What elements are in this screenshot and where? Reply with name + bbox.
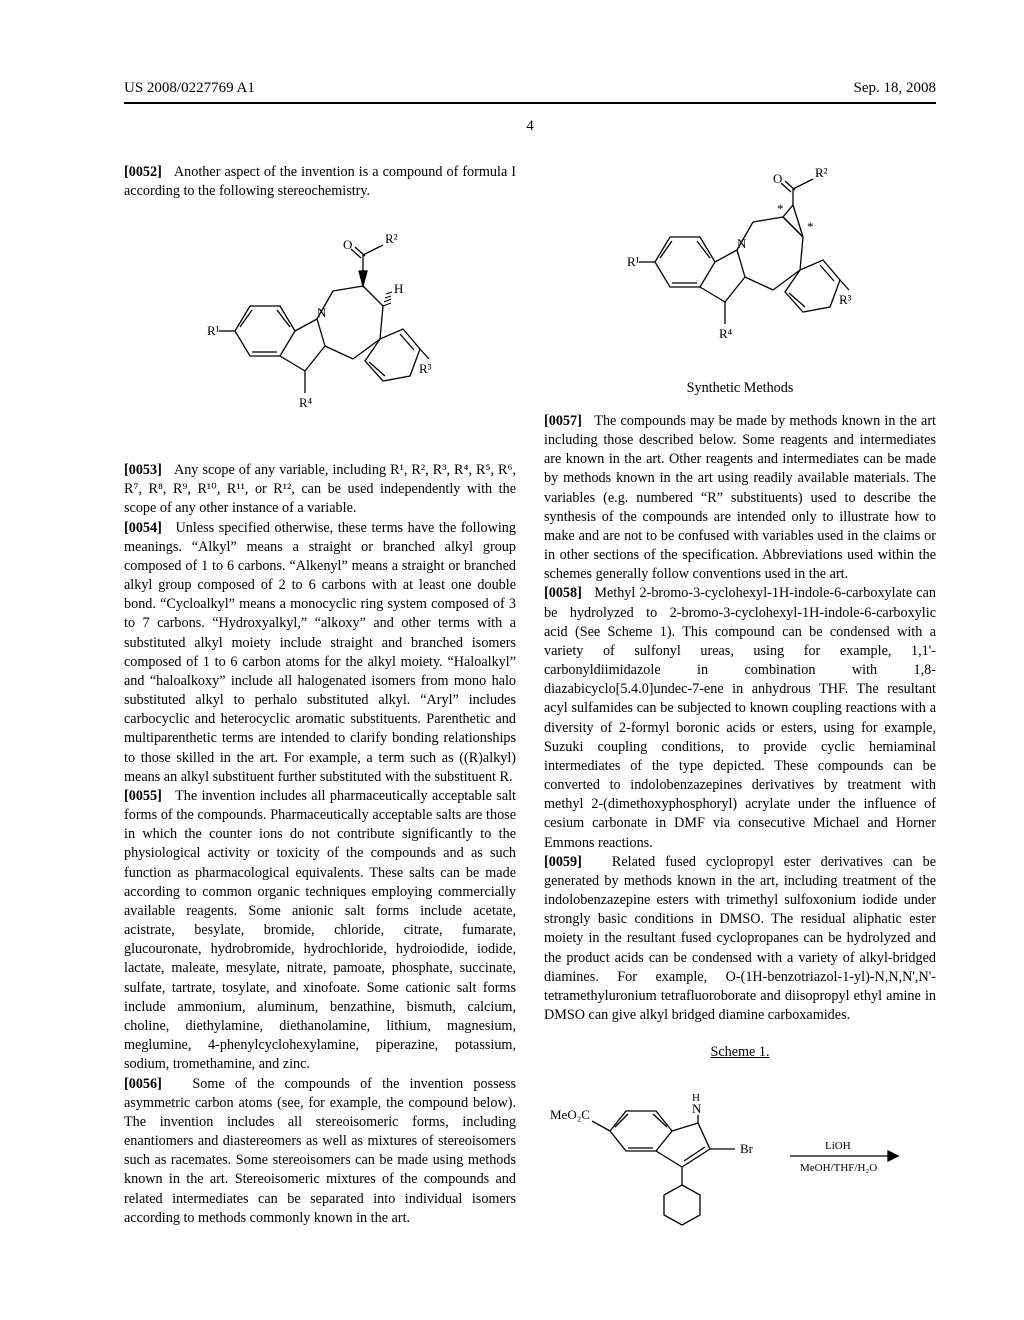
scheme-1-structure: MeO₂C N H Br LiOH MeOH/THF/H₂O: [550, 1071, 930, 1241]
para-0057: [0057] The compounds may be made by meth…: [544, 412, 936, 585]
label-R3: R³: [839, 292, 852, 307]
label-solvent: MeOH/THF/H₂O: [800, 1162, 877, 1174]
label-O: O: [343, 237, 352, 252]
structure-figure-2: R¹ R² R³ R⁴ O N * *: [544, 167, 936, 353]
chem-structure-2: R¹ R² R³ R⁴ O N * *: [625, 167, 855, 347]
para-0058: [0058] Methyl 2-bromo-3-cyclohexyl-1H-in…: [544, 584, 936, 852]
para-num: [0055]: [124, 788, 162, 804]
para-text: Another aspect of the invention is a com…: [124, 164, 516, 199]
label-R1: R¹: [627, 254, 640, 269]
para-text: Any scope of any variable, including R¹,…: [124, 462, 516, 516]
synthetic-methods-heading: Synthetic Methods: [544, 379, 936, 398]
publication-date: Sep. 18, 2008: [854, 78, 937, 98]
structure-figure-1: R¹ R² R³ R⁴ O N H: [124, 231, 516, 427]
para-text: The compounds may be made by methods kno…: [544, 413, 936, 582]
para-num: [0056]: [124, 1076, 162, 1092]
para-text: Some of the compounds of the invention p…: [124, 1076, 516, 1226]
label-br: Br: [740, 1141, 754, 1156]
label-R3: R³: [419, 361, 432, 376]
para-0056: [0056] Some of the compounds of the inve…: [124, 1075, 516, 1228]
label-N: N: [317, 305, 327, 320]
right-column: R¹ R² R³ R⁴ O N * * Synthetic Methods [0…: [544, 163, 936, 1247]
label-meo2c: MeO₂C: [550, 1107, 590, 1122]
para-text: Unless specified otherwise, these terms …: [124, 520, 516, 785]
para-num: [0053]: [124, 462, 162, 478]
label-star2: *: [807, 219, 814, 234]
label-N: N: [737, 236, 747, 251]
para-0053: [0053] Any scope of any variable, includ…: [124, 461, 516, 519]
label-star1: *: [777, 201, 784, 216]
label-R4: R⁴: [719, 326, 733, 341]
label-nh-h: H: [692, 1092, 700, 1104]
page-number: 4: [124, 116, 936, 136]
para-num: [0058]: [544, 585, 582, 601]
para-num: [0052]: [124, 164, 162, 180]
header-rule: [124, 102, 936, 104]
scheme-1-title: Scheme 1.: [544, 1043, 936, 1062]
publication-number: US 2008/0227769 A1: [124, 78, 255, 98]
para-text: The invention includes all pharmaceutica…: [124, 788, 516, 1072]
label-lioh: LiOH: [825, 1140, 851, 1152]
label-R4: R⁴: [299, 395, 313, 410]
label-O: O: [773, 171, 782, 186]
label-R2: R²: [385, 231, 398, 246]
label-H: H: [394, 281, 403, 296]
label-R2: R²: [815, 167, 828, 180]
para-0059: [0059] Related fused cyclopropyl ester d…: [544, 853, 936, 1026]
para-text: Methyl 2-bromo-3-cyclohexyl-1H-indole-6-…: [544, 585, 936, 850]
para-num: [0057]: [544, 413, 582, 429]
para-num: [0054]: [124, 520, 162, 536]
scheme-1-figure: MeO₂C N H Br LiOH MeOH/THF/H₂O: [544, 1071, 936, 1247]
para-0052: [0052] Another aspect of the invention i…: [124, 163, 516, 201]
para-0054: [0054] Unless specified otherwise, these…: [124, 519, 516, 787]
para-text: Related fused cyclopropyl ester derivati…: [544, 854, 936, 1023]
label-R1: R¹: [207, 323, 220, 338]
para-0055: [0055] The invention includes all pharma…: [124, 787, 516, 1075]
para-num: [0059]: [544, 854, 582, 870]
chem-structure-1: R¹ R² R³ R⁴ O N H: [205, 231, 435, 421]
left-column: [0052] Another aspect of the invention i…: [124, 163, 516, 1247]
